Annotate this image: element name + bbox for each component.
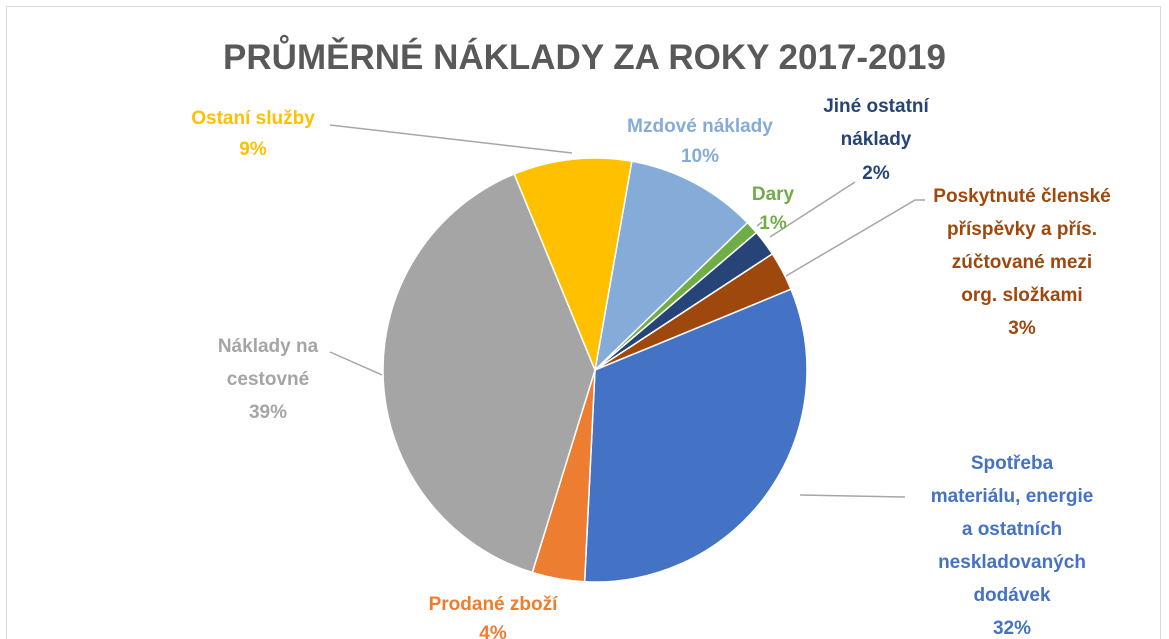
data-label-name: Spotřeba materiálu, energie a ostatních … (930, 453, 1094, 606)
data-label-value: 3% (1008, 318, 1036, 339)
data-label-value: 10% (680, 146, 720, 167)
leader-line (756, 221, 763, 227)
leader-line (799, 494, 906, 498)
data-label-value: 39% (248, 402, 288, 423)
data-label-value: 32% (992, 618, 1032, 639)
leader-line (329, 124, 573, 154)
pie-slice (382, 173, 596, 574)
pie-slice (513, 157, 633, 373)
data-label-name: Prodané zboží (428, 594, 558, 615)
data-label-name: Ostaní služby (191, 108, 315, 129)
data-label-value: 9% (239, 139, 267, 160)
data-label-name: Dary (751, 184, 795, 205)
chart-frame (6, 6, 1161, 639)
data-label-value: 2% (862, 163, 890, 184)
data-label-name: Poskytnuté členské příspěvky a přís. zúč… (933, 186, 1111, 306)
data-label-value: 4% (479, 623, 507, 639)
data-label-name: Mzdové náklady (627, 116, 773, 137)
leader-line (769, 181, 856, 238)
data-label-name: Náklady na cestovné (217, 336, 319, 390)
leader-line (785, 199, 925, 277)
data-label-name: Jiné ostatní náklady (823, 96, 929, 150)
leader-line (329, 351, 383, 376)
pie-slice (583, 288, 808, 583)
data-label-value: 1% (759, 213, 787, 234)
chart-title: PRŮMĚRNÉ NÁKLADY ZA ROKY 2017-2019 (223, 38, 946, 77)
pie-slice (593, 160, 749, 373)
